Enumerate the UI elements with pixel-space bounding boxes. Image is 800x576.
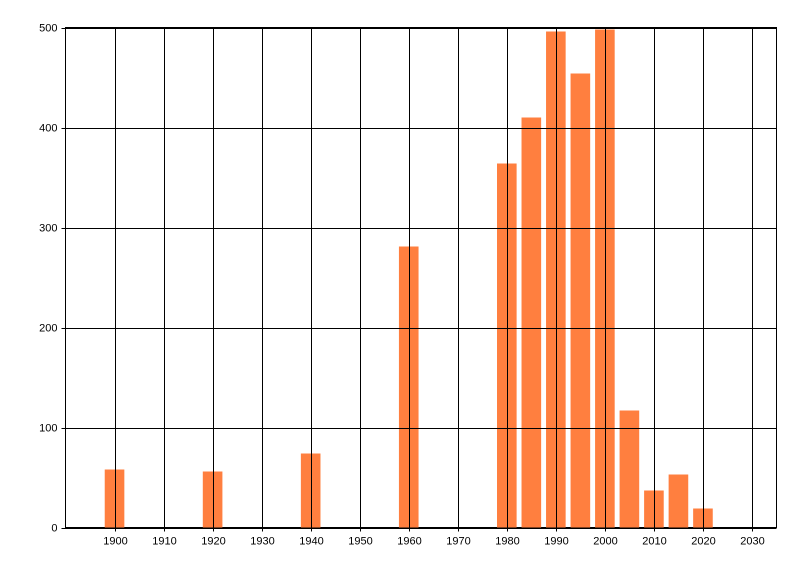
x-tick-label: 1970: [446, 535, 470, 547]
x-tick-label: 1960: [397, 535, 421, 547]
x-tick-label: 1940: [299, 535, 323, 547]
x-tick-label: 1950: [348, 535, 372, 547]
x-tick-label: 1980: [495, 535, 519, 547]
bar: [546, 31, 566, 528]
y-tick-label: 200: [39, 322, 57, 334]
x-tick-label: 1930: [250, 535, 274, 547]
x-tick-label: 1920: [201, 535, 225, 547]
x-tick-label: 1990: [544, 535, 568, 547]
bar: [521, 117, 542, 528]
y-tick-label: 100: [39, 422, 57, 434]
bar: [595, 29, 615, 528]
x-tick-label: 1900: [103, 535, 127, 547]
bar: [202, 471, 223, 528]
bar: [693, 508, 713, 528]
y-tick-label: 0: [51, 522, 57, 534]
bar: [398, 246, 419, 528]
y-tick-label: 500: [39, 22, 57, 34]
bar: [300, 453, 321, 528]
y-tick-label: 400: [39, 122, 57, 134]
x-tick-label: 2020: [691, 535, 715, 547]
bar: [104, 469, 125, 528]
bar: [668, 474, 689, 528]
x-tick-label: 2000: [593, 535, 617, 547]
bar: [497, 163, 517, 528]
bar: [570, 73, 591, 528]
x-tick-label: 2010: [642, 535, 666, 547]
plot-frame: [65, 27, 777, 528]
x-tick-label: 1910: [152, 535, 176, 547]
y-tick-label: 300: [39, 222, 57, 234]
x-tick-label: 2030: [740, 535, 764, 547]
bar: [644, 490, 664, 528]
bar: [619, 410, 640, 528]
